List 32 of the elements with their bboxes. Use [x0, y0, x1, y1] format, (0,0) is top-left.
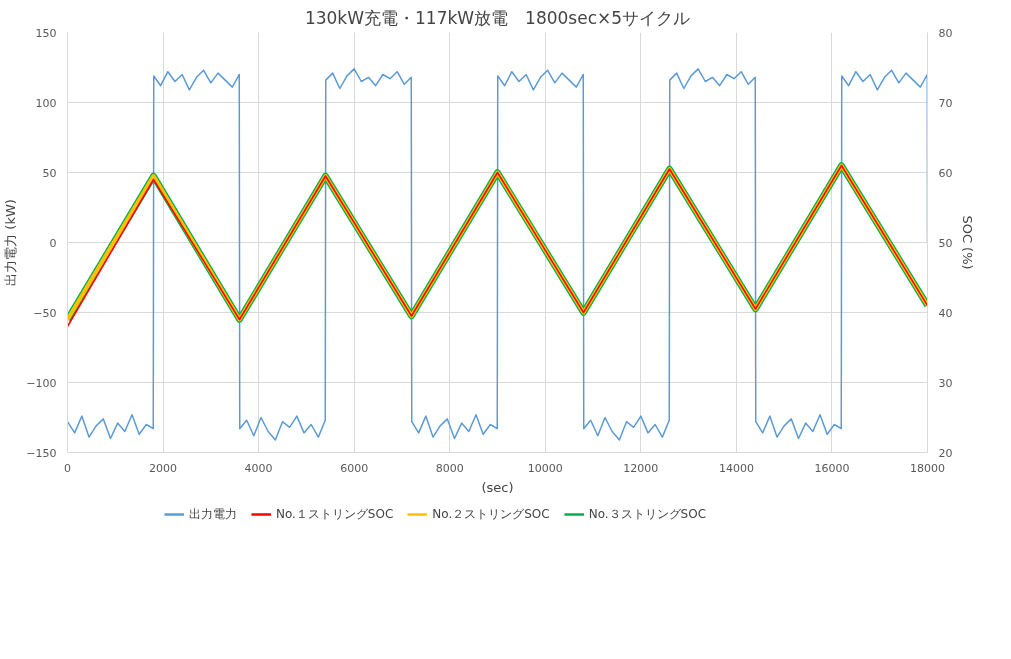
y2-tick-label: 60	[938, 166, 953, 180]
x-tick-label: 10000	[527, 461, 563, 475]
x-tick-label: 8000	[435, 461, 464, 475]
x-tick-label: 2000	[149, 461, 178, 475]
y2-tick-label: 50	[938, 236, 953, 250]
legend-label: No.３ストリングSOC	[588, 505, 707, 523]
y2-tick-label: 70	[938, 96, 953, 110]
x-tick-label: 4000	[244, 461, 273, 475]
y-tick-label: −150	[26, 446, 57, 460]
legend-label: 出力電力	[188, 505, 237, 523]
y-tick-label: 100	[35, 96, 57, 110]
y2-tick-label: 20	[938, 446, 953, 460]
y-tick-label: 150	[35, 26, 57, 40]
y-tick-label: 0	[49, 236, 57, 250]
y2-axis-title: SOC (%)	[960, 215, 976, 270]
y-tick-label: −100	[26, 376, 57, 390]
y-tick-label: −50	[33, 306, 57, 320]
y2-tick-label: 80	[938, 26, 953, 40]
y-tick-label: 50	[42, 166, 57, 180]
y-axis-title: 出力電力 (kW)	[3, 199, 19, 286]
x-tick-label: 12000	[623, 461, 659, 475]
chart-title: 130kW充電・117kW放電 1800sec×5サイクル	[304, 7, 691, 28]
legend-label: No.１ストリングSOC	[275, 505, 394, 523]
y2-tick-label: 40	[938, 306, 953, 320]
legend-label: No.２ストリングSOC	[432, 505, 550, 523]
x-tick-label: 16000	[814, 461, 850, 475]
x-tick-label: 0	[64, 461, 71, 475]
x-tick-label: 18000	[910, 461, 945, 475]
y2-tick-label: 30	[938, 376, 953, 390]
x-tick-label: 14000	[718, 461, 754, 475]
x-axis-title: (sec)	[481, 479, 514, 495]
x-tick-label: 6000	[340, 461, 369, 475]
